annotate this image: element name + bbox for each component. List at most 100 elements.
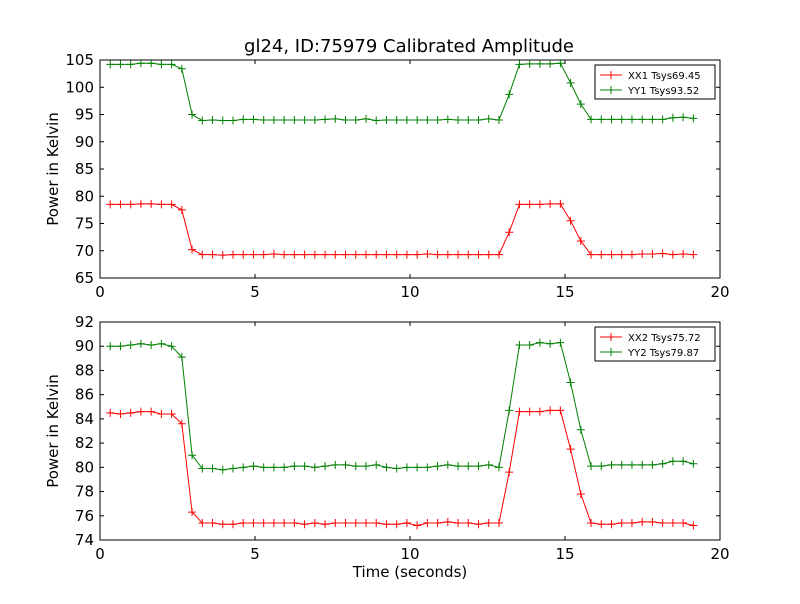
x-axis-label: Time (seconds) [352,563,468,581]
data-point [474,462,483,471]
data-point [218,520,227,529]
data-point [239,463,248,472]
series-line [110,203,694,256]
data-point [259,519,268,528]
x-tick-label: 15 [555,545,574,563]
data-point [157,60,166,69]
data-point [679,250,688,259]
data-point [658,459,667,468]
y-tick-label: 92 [75,313,94,331]
data-point [454,519,463,528]
data-point [290,519,299,528]
data-point [249,250,258,259]
data-point [310,115,319,124]
legend-swatch-marker [607,348,615,356]
data-point [474,115,483,124]
data-point [433,115,442,124]
series-line [110,409,694,526]
x-tick-label: 10 [400,283,419,301]
data-point [607,115,616,124]
y-tick-label: 84 [75,410,94,428]
data-point [300,462,309,471]
data-point [126,341,135,350]
data-point [464,250,473,259]
y-axis-label: Power in Kelvin [44,374,62,488]
data-point [351,115,360,124]
data-point [627,115,636,124]
data-point [494,463,503,472]
data-point [658,519,667,528]
data-point [106,342,115,351]
data-point [280,115,289,124]
y-tick-label: 80 [75,458,94,476]
data-point [494,519,503,528]
data-point [402,250,411,259]
data-point [454,250,463,259]
data-point [576,489,585,498]
data-point [392,520,401,529]
data-point [106,200,115,209]
data-point [218,116,227,125]
data-point [546,199,555,208]
legend: XX1 Tsys69.45 YY1 Tsys93.52 [594,64,716,100]
data-point [484,250,493,259]
data-point [454,462,463,471]
data-point [648,115,657,124]
data-point [505,90,514,99]
data-point [361,519,370,528]
data-point [576,425,585,434]
data-point [341,115,350,124]
chart-title: gl24, ID:75979 Calibrated Amplitude [244,36,574,57]
data-point [382,463,391,472]
data-point [280,250,289,259]
legend-swatch-marker [607,71,615,79]
data-point [648,517,657,526]
data-point [525,59,534,68]
x-tick-label: 5 [250,283,260,301]
data-point [249,462,258,471]
y-tick-label: 85 [75,160,94,178]
data-point [689,521,698,530]
data-point [269,115,278,124]
data-point [484,114,493,123]
legend-swatch-marker [607,333,615,341]
data-point [505,406,514,415]
data-point [228,250,237,259]
data-point [167,60,176,69]
data-point [290,115,299,124]
data-point [228,464,237,473]
data-point [372,519,381,528]
legend-label: YY2 Tsys79.87 [627,348,699,359]
data-point [658,249,667,258]
data-point [239,250,248,259]
data-point [208,250,217,259]
data-point [413,115,422,124]
data-point [198,519,207,528]
data-point [198,464,207,473]
data-point [689,459,698,468]
data-point [198,250,207,259]
data-point [249,519,258,528]
y-tick-label: 76 [75,507,94,525]
data-point [341,250,350,259]
legend-swatch-marker [607,86,615,94]
data-point [546,406,555,415]
data-point [188,508,197,517]
data-point [566,378,575,387]
data-point [290,462,299,471]
data-point [627,250,636,259]
data-point [668,250,677,259]
data-point [310,250,319,259]
data-point [535,59,544,68]
data-point [147,199,156,208]
data-point [321,115,330,124]
y-tick-label: 75 [75,215,94,233]
data-point [269,519,278,528]
data-point [392,115,401,124]
data-point [116,60,125,69]
data-point [208,464,217,473]
data-point [157,200,166,209]
data-point [433,250,442,259]
data-point [413,463,422,472]
data-point [106,60,115,69]
